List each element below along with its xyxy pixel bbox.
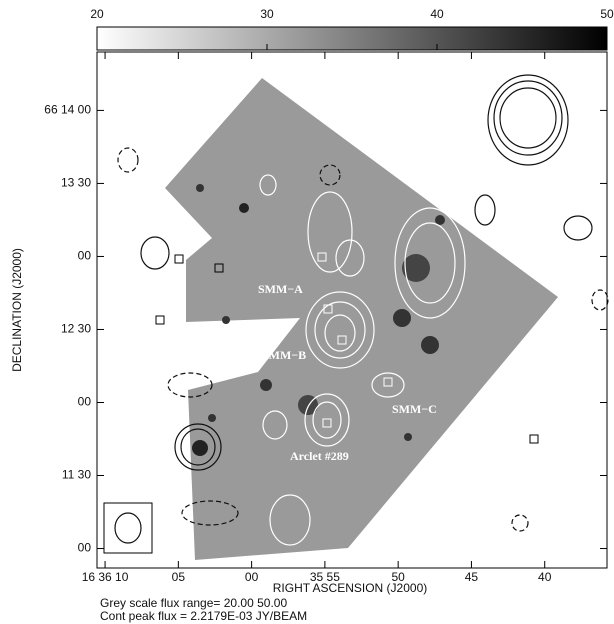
colorbar-tick-label: 20 bbox=[90, 7, 104, 21]
y-tick-label: 00 bbox=[78, 541, 92, 555]
x-tick-label: 35 55 bbox=[310, 570, 340, 584]
plot-frame bbox=[96, 51, 608, 569]
x-axis-label: RIGHT ASCENSION (J2000) bbox=[273, 581, 428, 595]
x-tick-label: 45 bbox=[465, 570, 479, 584]
annotation: Arclet #289 bbox=[290, 449, 349, 463]
annotation: SMM−B bbox=[262, 348, 306, 362]
colorbar-tick-label: 50 bbox=[600, 7, 614, 21]
contours bbox=[103, 74, 609, 554]
x-tick-label: 40 bbox=[538, 570, 552, 584]
colorbar-tick-label: 40 bbox=[430, 7, 444, 21]
y-tick-label: 12 30 bbox=[61, 322, 91, 336]
footer: Grey scale flux range= 20.00 50.00 bbox=[100, 596, 287, 610]
y-tick-label: 66 14 00 bbox=[44, 103, 91, 117]
annotation: SMM−A bbox=[258, 282, 303, 296]
x-tick-label: 05 bbox=[172, 570, 186, 584]
x-tick-label: 50 bbox=[391, 570, 405, 584]
colorbar bbox=[96, 26, 608, 51]
colorbar-tick-label: 30 bbox=[260, 7, 274, 21]
x-tick-label: 00 bbox=[245, 570, 259, 584]
y-tick-label: 13 30 bbox=[61, 176, 91, 190]
y-tick-label: 00 bbox=[78, 395, 92, 409]
y-axis-label: DECLINATION (J2000) bbox=[10, 248, 24, 372]
footer: Cont peak flux = 2.2179E-03 JY/BEAM bbox=[100, 609, 307, 623]
annotation: SMM−C bbox=[392, 402, 437, 416]
y-tick-label: 00 bbox=[78, 249, 92, 263]
y-tick-label: 11 30 bbox=[62, 468, 91, 482]
x-tick-label: 16 36 10 bbox=[82, 570, 129, 584]
